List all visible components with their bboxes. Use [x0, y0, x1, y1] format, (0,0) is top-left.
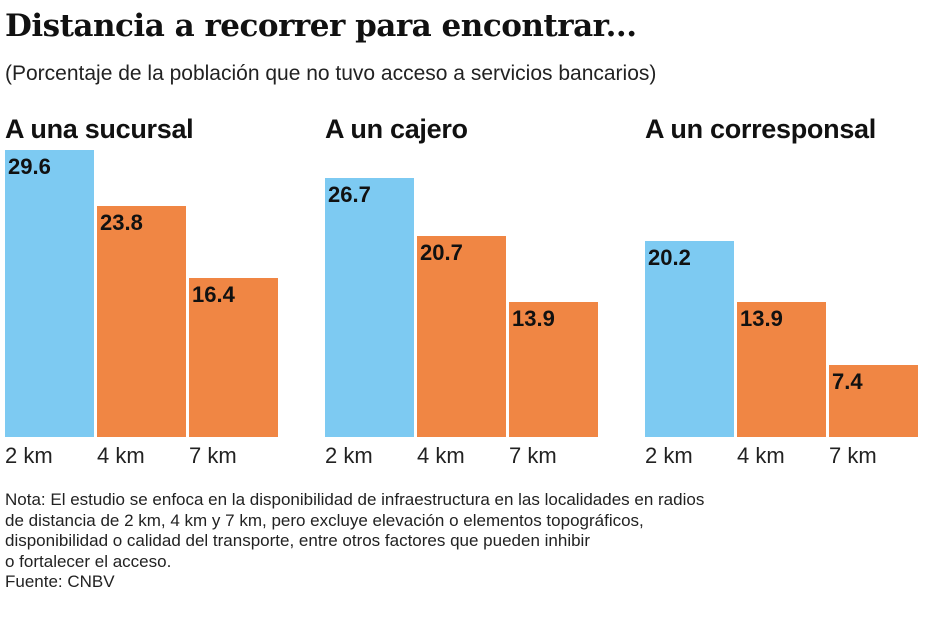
bar-4km [97, 206, 186, 437]
bar-2km [5, 150, 94, 437]
data-label: 23.8 [100, 210, 143, 236]
category-label: 7 km [189, 443, 237, 468]
note-line: Nota: El estudio se enfoca en la disponi… [5, 490, 705, 509]
panel-title: A un corresponsal [645, 114, 876, 144]
note-line: de distancia de 2 km, 4 km y 7 km, pero … [5, 510, 644, 530]
bar-4km [417, 236, 506, 437]
category-label: 2 km [325, 443, 373, 468]
note-line: o fortalecer el acceso. [5, 551, 172, 571]
bar-2km [645, 241, 734, 437]
chart-title: Distancia a recorrer para encontrar... [5, 8, 637, 44]
bar-7km [509, 302, 598, 437]
data-label: 20.2 [648, 245, 691, 271]
category-label: 7 km [509, 443, 557, 468]
data-label: 16.4 [192, 281, 235, 307]
data-label: 26.7 [328, 182, 371, 208]
panel-title: A una sucursal [5, 114, 194, 144]
data-label: 29.6 [8, 154, 51, 179]
bar-7km [829, 365, 918, 437]
data-label: 13.9 [512, 306, 555, 332]
category-label: 4 km [97, 443, 145, 468]
category-label: 2 km [645, 443, 693, 468]
category-label: 4 km [737, 443, 785, 468]
data-label: 7.4 [832, 369, 863, 395]
data-label: 13.9 [740, 306, 783, 332]
bar-7km [189, 277, 278, 437]
bar-4km [737, 302, 826, 437]
category-label: 7 km [829, 443, 877, 468]
data-label: 20.7 [420, 240, 463, 266]
footnote: Nota: El estudio se enfoca en la disponi… [5, 490, 920, 593]
panel-title: A un cajero [325, 114, 468, 144]
note-line: disponibilidad o calidad del transporte,… [5, 531, 590, 550]
chart-subtitle: (Porcentaje de la población que no tuvo … [5, 62, 657, 85]
category-label: 4 km [417, 443, 465, 468]
source-text: Fuente: CNBV [5, 572, 115, 591]
category-label: 2 km [5, 443, 53, 468]
bar-2km [325, 178, 414, 437]
